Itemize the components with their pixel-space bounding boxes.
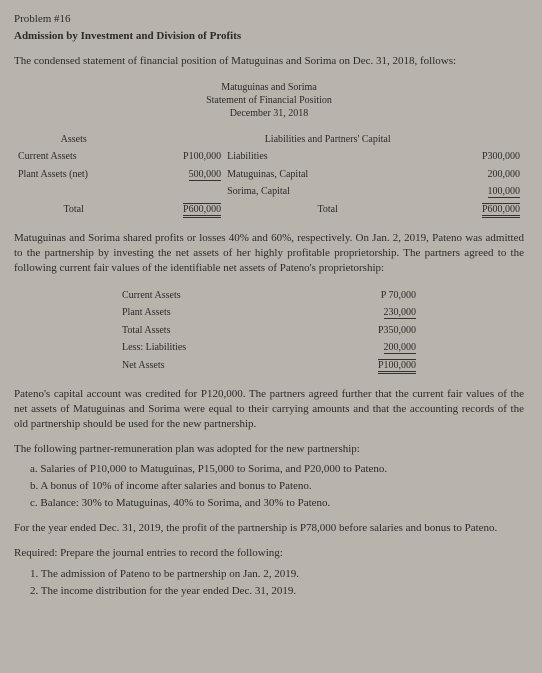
matuguinas-capital-label: Matuguinas, Capital — [225, 167, 430, 183]
liabilities-header: Liabilities and Partners' Capital — [225, 132, 430, 148]
total-assets-label: Total — [16, 202, 131, 218]
plant-assets-value: 500,000 — [133, 167, 223, 183]
fair-value-table: Current Assets P 70,000 Plant Assets 230… — [116, 286, 422, 376]
fv-plant-assets-value: 230,000 — [285, 305, 420, 321]
paragraph-4: For the year ended Dec. 31, 2019, the pr… — [14, 521, 524, 536]
assets-header: Assets — [16, 132, 131, 148]
required-item-1: 1. The admission of Pateno to be partner… — [30, 567, 524, 582]
total-assets-value: P600,000 — [133, 202, 223, 218]
remuneration-plan-list: a. Salaries of P10,000 to Matuguinas, P1… — [30, 462, 524, 511]
required-list: 1. The admission of Pateno to be partner… — [30, 567, 524, 599]
balance-sheet-table: Assets Liabilities and Partners' Capital… — [14, 130, 524, 220]
current-assets-value: P100,000 — [133, 149, 223, 165]
sorima-capital-label: Sorima, Capital — [225, 184, 430, 200]
fv-net-assets-label: Net Assets — [118, 358, 283, 374]
statement-date: December 31, 2018 — [14, 107, 524, 120]
problem-title: Admission by Investment and Division of … — [14, 29, 524, 44]
liabilities-value: P300,000 — [432, 149, 522, 165]
fv-total-assets-label: Total Assets — [118, 323, 283, 339]
company-name: Matuguinas and Sorima — [14, 81, 524, 94]
fv-less-liab-label: Less: Liabilities — [118, 340, 283, 356]
paragraph-3: The following partner-remuneration plan … — [14, 442, 524, 457]
plant-assets-label: Plant Assets (net) — [16, 167, 131, 183]
required-item-2: 2. The income distribution for the year … — [30, 584, 524, 599]
plan-item-a: a. Salaries of P10,000 to Matuguinas, P1… — [30, 462, 524, 477]
statement-title: Statement of Financial Position — [14, 94, 524, 107]
paragraph-1: Matuguinas and Sorima shared profits or … — [14, 231, 524, 276]
required-header: Required: Prepare the journal entries to… — [14, 546, 524, 561]
current-assets-label: Current Assets — [16, 149, 131, 165]
intro-paragraph: The condensed statement of financial pos… — [14, 54, 524, 69]
fv-total-assets-value: P350,000 — [285, 323, 420, 339]
statement-header: Matuguinas and Sorima Statement of Finan… — [14, 81, 524, 120]
liabilities-label: Liabilities — [225, 149, 430, 165]
problem-number: Problem #16 — [14, 12, 524, 27]
total-liab-value: P600,000 — [432, 202, 522, 218]
plan-item-c: c. Balance: 30% to Matuguinas, 40% to So… — [30, 496, 524, 511]
sorima-capital-value: 100,000 — [432, 184, 522, 200]
matuguinas-capital-value: 200,000 — [432, 167, 522, 183]
fv-current-assets-label: Current Assets — [118, 288, 283, 304]
fv-net-assets-value: P100,000 — [285, 358, 420, 374]
fv-current-assets-value: P 70,000 — [285, 288, 420, 304]
plan-item-b: b. A bonus of 10% of income after salari… — [30, 479, 524, 494]
total-liab-label: Total — [225, 202, 430, 218]
paragraph-2: Pateno's capital account was credited fo… — [14, 387, 524, 432]
fv-less-liab-value: 200,000 — [285, 340, 420, 356]
fv-plant-assets-label: Plant Assets — [118, 305, 283, 321]
